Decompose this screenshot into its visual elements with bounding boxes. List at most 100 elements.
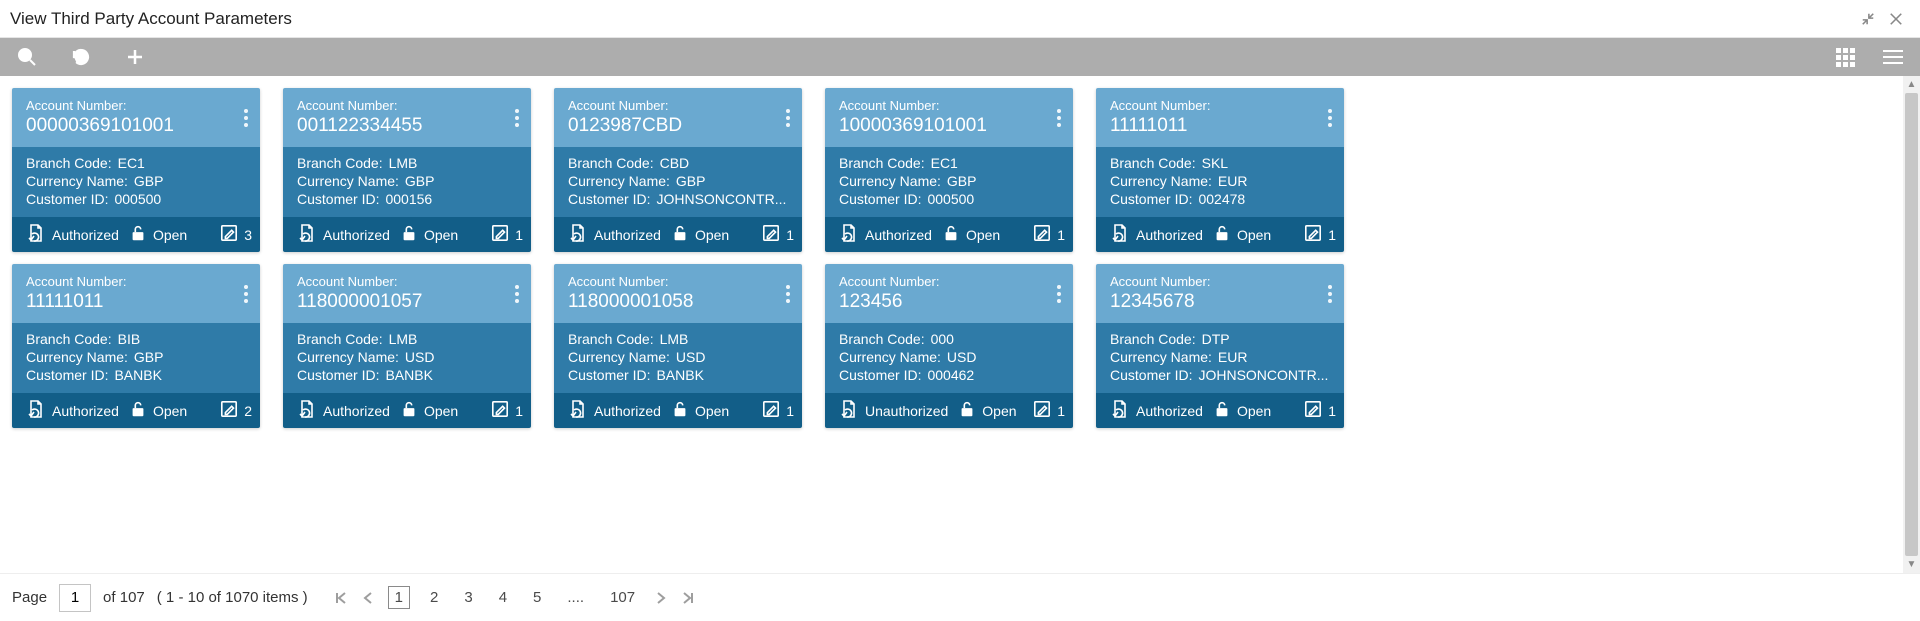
document-check-icon xyxy=(568,223,588,246)
pager-next-icon[interactable] xyxy=(655,591,667,605)
edit-icon xyxy=(220,400,238,421)
currency-name-label: Currency Name: xyxy=(839,349,941,365)
branch-code-value: LMB xyxy=(389,155,418,171)
document-check-icon xyxy=(26,223,46,246)
customer-id-label: Customer ID: xyxy=(839,367,921,383)
lock-open-icon xyxy=(942,224,960,245)
card-menu-icon[interactable] xyxy=(780,103,796,133)
close-icon[interactable] xyxy=(1882,5,1910,33)
edit-count[interactable]: 1 xyxy=(1033,400,1065,421)
lock-open-icon xyxy=(400,400,418,421)
card-menu-icon[interactable] xyxy=(1051,279,1067,309)
refresh-icon[interactable] xyxy=(70,46,92,68)
pager-last-icon[interactable] xyxy=(681,591,695,605)
lock-status: Open xyxy=(1213,400,1271,421)
edit-icon xyxy=(491,224,509,245)
scroll-up-icon[interactable]: ▲ xyxy=(1903,76,1920,93)
scroll-thumb[interactable] xyxy=(1905,93,1918,556)
cards-grid: Account Number:00000369101001Branch Code… xyxy=(12,88,1895,428)
auth-status: Authorized xyxy=(839,223,932,246)
customer-id-label: Customer ID: xyxy=(568,191,650,207)
account-card: Account Number:118000001057Branch Code:L… xyxy=(283,264,531,428)
page-range-text: ( 1 - 10 of 1070 items ) xyxy=(157,589,308,606)
edit-count[interactable]: 1 xyxy=(491,224,523,245)
edit-count[interactable]: 1 xyxy=(491,400,523,421)
card-footer: AuthorizedOpen1 xyxy=(554,217,802,252)
lock-status: Open xyxy=(958,400,1016,421)
pager-page[interactable]: 107 xyxy=(604,587,641,608)
card-footer: Authorized Open 1 xyxy=(825,217,1073,252)
card-menu-icon[interactable] xyxy=(509,103,525,133)
lock-status: Open xyxy=(400,224,458,245)
card-header: Account Number:11111011 xyxy=(1096,88,1344,147)
hamburger-icon[interactable] xyxy=(1882,46,1904,68)
pager-page[interactable]: 3 xyxy=(458,587,478,608)
pager-page[interactable]: 2 xyxy=(424,587,444,608)
edit-count[interactable]: 2 xyxy=(220,400,252,421)
auth-status-text: Authorized xyxy=(594,403,661,419)
pager-page[interactable]: 4 xyxy=(493,587,513,608)
auth-status-text: Authorized xyxy=(1136,403,1203,419)
document-check-icon xyxy=(568,399,588,422)
currency-name-value: USD xyxy=(676,349,706,365)
account-number-value: 12345678 xyxy=(1110,291,1330,313)
card-menu-icon[interactable] xyxy=(1322,103,1338,133)
document-check-icon xyxy=(1110,223,1130,246)
account-card: Account Number:10000369101001Branch Code… xyxy=(825,88,1073,252)
card-menu-icon[interactable] xyxy=(238,103,254,133)
lock-open-icon xyxy=(958,400,976,421)
tile-view-icon[interactable] xyxy=(1834,46,1856,68)
lock-status-text: Open xyxy=(424,403,458,419)
card-header: Account Number:12345678 xyxy=(1096,264,1344,323)
card-header: Account Number:001122334455 xyxy=(283,88,531,147)
edit-count[interactable]: 1 xyxy=(762,224,794,245)
account-number-value: 11111011 xyxy=(26,291,246,313)
customer-id-label: Customer ID: xyxy=(26,191,108,207)
edit-count[interactable]: 1 xyxy=(1304,224,1336,245)
account-number-label: Account Number: xyxy=(26,274,246,289)
account-card: Account Number:123456Branch Code:000Curr… xyxy=(825,264,1073,428)
edit-icon xyxy=(1033,224,1051,245)
pager-page[interactable]: 5 xyxy=(527,587,547,608)
currency-name-value: USD xyxy=(947,349,977,365)
edit-count[interactable]: 1 xyxy=(1304,400,1336,421)
currency-name-value: USD xyxy=(405,349,435,365)
search-icon[interactable] xyxy=(16,46,38,68)
auth-status-text: Unauthorized xyxy=(865,403,948,419)
auth-status: Authorized xyxy=(1110,399,1203,422)
branch-code-label: Branch Code: xyxy=(297,331,383,347)
edit-count-value: 1 xyxy=(1328,403,1336,419)
lock-open-icon xyxy=(129,224,147,245)
lock-status: Open xyxy=(942,224,1000,245)
card-menu-icon[interactable] xyxy=(780,279,796,309)
vertical-scrollbar[interactable]: ▲ ▼ xyxy=(1903,76,1920,573)
lock-status-text: Open xyxy=(153,227,187,243)
collapse-icon[interactable] xyxy=(1854,5,1882,33)
currency-name-value: EUR xyxy=(1218,349,1248,365)
edit-count[interactable]: 1 xyxy=(1033,224,1065,245)
scroll-down-icon[interactable]: ▼ xyxy=(1903,556,1920,573)
edit-count[interactable]: 1 xyxy=(762,400,794,421)
page-title: View Third Party Account Parameters xyxy=(10,9,1854,29)
card-menu-icon[interactable] xyxy=(509,279,525,309)
auth-status: Authorized xyxy=(568,399,661,422)
edit-icon xyxy=(1033,400,1051,421)
card-footer: AuthorizedOpen2 xyxy=(12,393,260,428)
pager-page[interactable]: 1 xyxy=(388,586,410,609)
card-menu-icon[interactable] xyxy=(1051,103,1067,133)
customer-id-value: 000156 xyxy=(385,191,432,207)
card-menu-icon[interactable] xyxy=(238,279,254,309)
pager-first-icon[interactable] xyxy=(334,591,348,605)
page-input[interactable] xyxy=(59,584,91,612)
lock-open-icon xyxy=(671,400,689,421)
card-menu-icon[interactable] xyxy=(1322,279,1338,309)
page-label: Page xyxy=(12,589,47,606)
auth-status-text: Authorized xyxy=(323,227,390,243)
add-icon[interactable] xyxy=(124,46,146,68)
auth-status: Authorized xyxy=(568,223,661,246)
card-footer: AuthorizedOpen1 xyxy=(554,393,802,428)
edit-icon xyxy=(220,224,238,245)
edit-count[interactable]: 3 xyxy=(220,224,252,245)
edit-count-value: 3 xyxy=(244,227,252,243)
pager-prev-icon[interactable] xyxy=(362,591,374,605)
